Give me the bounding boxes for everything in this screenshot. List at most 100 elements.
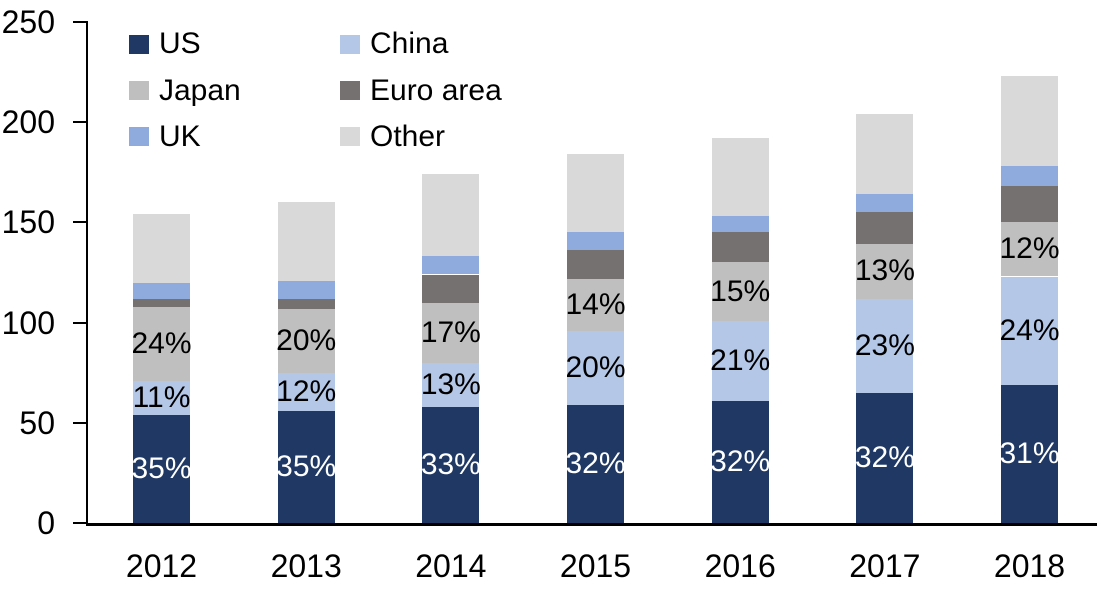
bar-segment-us-2012: 35%: [131, 414, 192, 523]
bar-segment-japan-2017: 13%: [854, 244, 915, 299]
y-tick-label: 0: [37, 505, 55, 541]
bar-segment-china-2016: 21%: [710, 320, 771, 401]
legend-label: UK: [159, 119, 201, 153]
data-label: 20%: [565, 350, 626, 384]
data-label: 32%: [854, 440, 915, 474]
legend-item-japan: Japan: [129, 67, 340, 113]
bar-segment-us-2015: 32%: [565, 404, 626, 523]
y-tick-mark: [73, 522, 87, 524]
x-tick-label: 2017: [849, 548, 921, 584]
bar-segment-us-2014: 33%: [420, 406, 481, 523]
bar-segment-euro-area-2014: [422, 274, 480, 303]
bar-segment-euro-area-2016: [711, 232, 769, 263]
data-label: 35%: [276, 449, 337, 483]
bar-segment-china-2012: 11%: [132, 380, 191, 415]
legend-label: US: [159, 27, 201, 61]
legend-swatch-icon: [340, 127, 360, 147]
bar-segment-euro-area-2018: [1001, 186, 1059, 223]
y-tick-label: 100: [1, 304, 55, 341]
bar-segment-china-2014: 13%: [420, 362, 481, 407]
bar-segment-other-2015: [567, 154, 624, 233]
legend-swatch-icon: [129, 81, 149, 101]
data-label: 14%: [565, 287, 626, 321]
data-label: 13%: [420, 367, 481, 401]
bar-segment-uk-2012: [133, 282, 190, 299]
bar-segment-euro-area-2013: [277, 298, 335, 309]
chart-legend: US China Japan Euro area UK Other: [129, 21, 502, 160]
bar-segment-japan-2012: 24%: [131, 306, 192, 381]
legend-swatch-icon: [129, 34, 149, 54]
bar-segment-china-2015: 20%: [565, 330, 626, 405]
data-label: 35%: [131, 451, 192, 485]
bar-segment-japan-2013: 20%: [276, 308, 336, 373]
bar-segment-other-2018: [1001, 76, 1059, 167]
data-label: 32%: [710, 444, 771, 478]
data-label: 17%: [420, 315, 481, 349]
data-label: 21%: [710, 343, 771, 377]
data-label: 31%: [999, 436, 1060, 470]
bar-segment-us-2018: 31%: [999, 384, 1060, 523]
bar-segment-china-2017: 23%: [854, 298, 915, 393]
data-label: 24%: [131, 326, 192, 360]
y-tick-mark: [73, 421, 87, 424]
y-tick-mark: [73, 221, 87, 224]
bar-segment-uk-2016: [711, 216, 769, 233]
legend-label: China: [370, 27, 449, 61]
x-tick-label: 2013: [270, 548, 342, 584]
x-tick-label: 2015: [559, 548, 632, 584]
data-label: 23%: [854, 328, 915, 362]
legend-item-us: US: [129, 21, 340, 67]
bar-segment-china-2013: 12%: [276, 372, 337, 411]
legend-label: Other: [370, 119, 446, 153]
bar-segment-uk-2013: [277, 280, 335, 299]
legend-swatch-icon: [340, 81, 360, 101]
bar-segment-japan-2016: 15%: [710, 262, 771, 321]
bar-segment-us-2016: 32%: [710, 400, 771, 523]
bar-segment-other-2014: [422, 174, 480, 257]
x-tick-label: 2016: [704, 548, 776, 584]
bar-segment-japan-2018: 12%: [999, 222, 1060, 277]
bar-segment-euro-area-2017: [856, 212, 914, 245]
data-label: 12%: [276, 374, 337, 408]
x-tick-label: 2014: [415, 548, 487, 584]
legend-label: Euro area: [370, 73, 502, 107]
data-label: 12%: [999, 232, 1060, 266]
bar-segment-other-2017: [856, 114, 914, 195]
bar-segment-euro-area-2012: [133, 298, 190, 307]
bar-segment-euro-area-2015: [567, 250, 624, 279]
legend-label: Japan: [159, 73, 241, 107]
x-tick-label: 2018: [993, 548, 1066, 584]
data-label: 24%: [999, 313, 1060, 347]
bar-segment-other-2012: [133, 214, 190, 283]
y-tick-mark: [73, 121, 87, 124]
bar-segment-uk-2017: [856, 194, 914, 213]
bar-segment-us-2017: 32%: [854, 392, 915, 523]
y-tick-label: 50: [19, 404, 55, 441]
data-label: 13%: [854, 254, 915, 288]
bar-segment-other-2016: [711, 138, 769, 217]
x-tick-label: 2012: [125, 548, 198, 584]
y-tick-mark: [73, 321, 87, 324]
data-label: 15%: [710, 274, 771, 308]
data-label: 11%: [132, 380, 191, 414]
y-axis-line: [86, 21, 88, 526]
bar-segment-us-2013: 35%: [276, 410, 337, 523]
legend-item-uk: UK: [129, 114, 340, 160]
data-label: 32%: [565, 446, 626, 480]
legend-item-euro-area: Euro area: [340, 67, 502, 113]
legend-item-other: Other: [340, 114, 502, 160]
y-tick-mark: [73, 21, 87, 23]
bar-segment-japan-2014: 17%: [420, 302, 481, 363]
bar-segment-china-2018: 24%: [999, 276, 1060, 385]
bar-segment-uk-2018: [1001, 166, 1059, 187]
bar-segment-uk-2014: [422, 256, 480, 275]
bar-segment-uk-2015: [567, 232, 624, 251]
y-tick-label: 150: [1, 204, 55, 241]
y-tick-label: 250: [1, 4, 55, 40]
legend-item-china: China: [340, 21, 502, 67]
x-axis-line: [86, 523, 1097, 526]
legend-swatch-icon: [129, 127, 149, 147]
bar-segment-other-2013: [277, 202, 335, 281]
data-label: 33%: [420, 447, 481, 481]
